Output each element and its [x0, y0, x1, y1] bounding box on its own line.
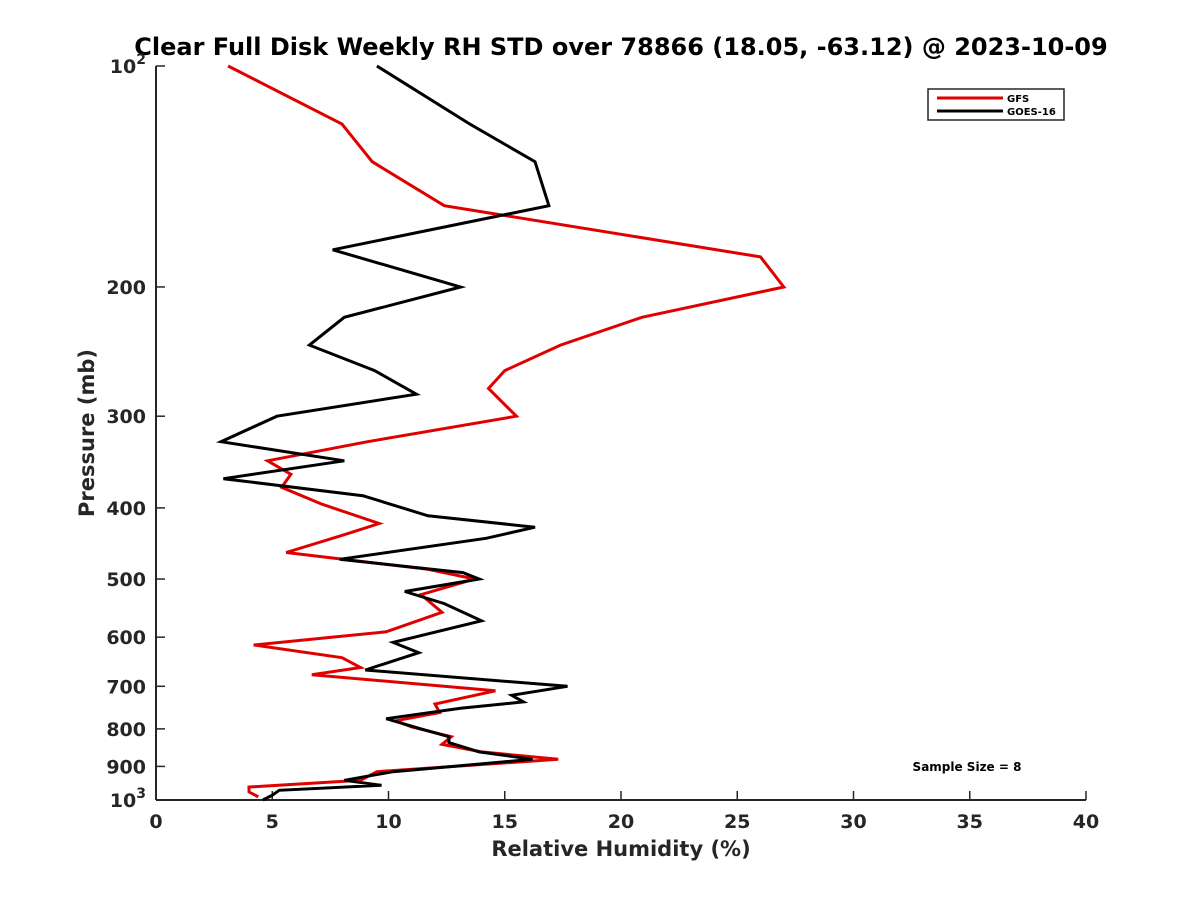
x-axis-label: Relative Humidity (%) — [491, 837, 750, 861]
series-line-gfs — [227, 64, 787, 799]
y-axis-label: Pressure (mb) — [75, 349, 99, 517]
y-tick-label-base: 800 — [106, 719, 146, 741]
x-tick-label: 10 — [375, 811, 401, 833]
y-tick-label-base: 300 — [106, 406, 146, 428]
y-tick-label: 103 — [110, 786, 146, 812]
x-tick-label: 20 — [608, 811, 634, 833]
legend-label: GFS — [1007, 94, 1029, 105]
x-tick-label: 5 — [266, 811, 279, 833]
y-tick-label: 102 — [110, 52, 146, 78]
y-tick-label-base: 200 — [106, 277, 146, 299]
y-tick-label: 500 — [106, 569, 146, 591]
sample-size-annotation: Sample Size = 8 — [913, 760, 1022, 774]
x-tick-label: 0 — [149, 811, 162, 833]
y-tick-label-base: 400 — [106, 498, 146, 520]
y-tick-label: 700 — [106, 676, 146, 698]
y-tick-label-base: 900 — [106, 756, 146, 778]
x-ticks: 0 5 10 15 20 25 30 35 40 — [149, 791, 1099, 833]
x-tick-label: 25 — [724, 811, 750, 833]
plot-area: 0 5 10 15 20 25 30 35 40 10220030040050060070080… — [106, 52, 1099, 833]
x-tick-label: 15 — [492, 811, 518, 833]
y-tick-label: 800 — [106, 719, 146, 741]
legend: GFS GOES-16 — [927, 88, 1065, 121]
chart-title: Clear Full Disk Weekly RH STD over 78866… — [134, 33, 1107, 61]
x-tick-label: 30 — [840, 811, 866, 833]
y-tick-label-base: 500 — [106, 569, 146, 591]
y-tick-label: 200 — [106, 277, 146, 299]
y-tick-label: 300 — [106, 406, 146, 428]
y-tick-label-exponent: 3 — [136, 786, 146, 802]
legend-label: GOES-16 — [1007, 107, 1056, 118]
y-tick-label-base: 10 — [110, 56, 136, 78]
legend-box — [927, 88, 1065, 121]
y-tick-label-base: 600 — [106, 627, 146, 649]
x-tick-label: 35 — [957, 811, 983, 833]
series-lines — [215, 64, 787, 802]
y-tick-label-base: 700 — [106, 676, 146, 698]
x-tick-label: 40 — [1073, 811, 1099, 833]
y-tick-label: 900 — [106, 756, 146, 778]
y-tick-label-exponent: 2 — [136, 52, 146, 68]
y-tick-label-base: 10 — [110, 790, 136, 812]
y-tick-label: 400 — [106, 498, 146, 520]
series-line-goes-16 — [215, 64, 568, 802]
y-tick-label: 600 — [106, 627, 146, 649]
